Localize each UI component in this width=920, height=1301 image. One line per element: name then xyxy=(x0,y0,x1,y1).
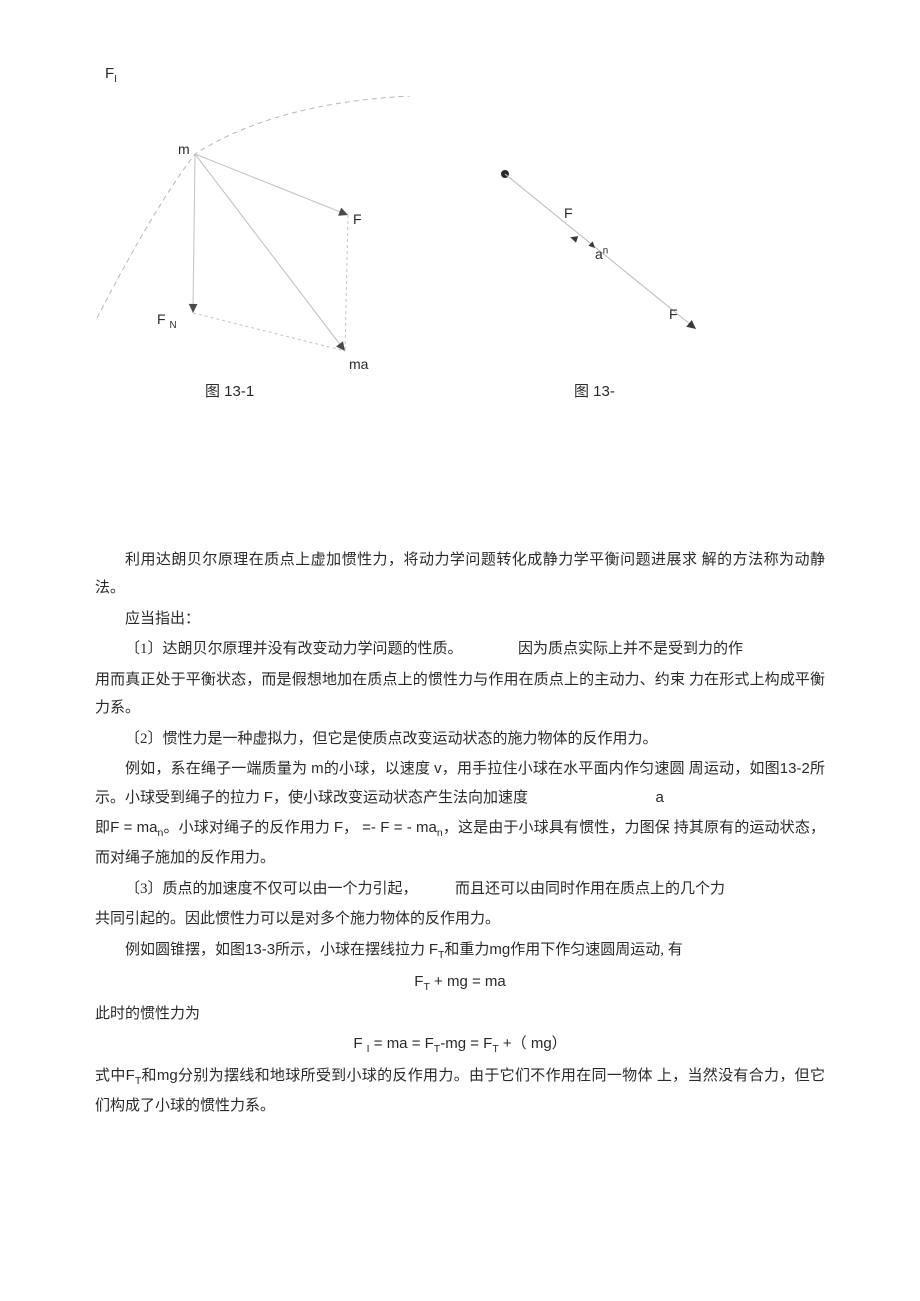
p5g: 。小球对绳子的反作用力 xyxy=(163,820,333,836)
sym-a: a xyxy=(655,789,663,806)
p3a-text: 〔1〕达朗贝尔原理并没有改变动力学问题的性质。 xyxy=(125,641,463,657)
f1b: + mg = ma xyxy=(430,973,506,990)
top-fi-label: FI xyxy=(105,60,825,90)
sym-fman: F = ma xyxy=(110,819,157,836)
sym-m: m xyxy=(311,760,324,777)
p7c: 和重力 xyxy=(444,942,489,958)
sym-v: v xyxy=(434,760,442,777)
sym-132: 13-2 xyxy=(780,760,810,777)
sym-eq2: =- F = - ma xyxy=(362,819,437,836)
p7b: 所示，小球在摆线拉力 xyxy=(275,942,429,958)
p6a: 〔3〕质点的加速度不仅可以由一个力引起， xyxy=(125,881,418,897)
sym-ft2: F xyxy=(126,1067,135,1084)
top-i-sub: I xyxy=(114,73,117,85)
p2-text: 应当指出： xyxy=(125,611,200,627)
p9b: 和 xyxy=(141,1068,157,1084)
sym-f: F xyxy=(264,789,273,806)
f2a: F xyxy=(353,1035,366,1052)
para-8: 此时的惯性力为 xyxy=(95,1000,825,1029)
f2b: = ma = F xyxy=(370,1035,434,1052)
dia2-caption: 图 13- xyxy=(574,378,615,407)
para-5: 例如，系在绳子一端质量为 m的小球，以速度 v，用手拉住小球在水平面内作匀速圆 … xyxy=(95,755,825,812)
sym-133: 13-3 xyxy=(245,941,275,958)
p4-text: 〔2〕惯性力是一种虚拟力，但它是使质点改变运动状态的施力物体的反作用力。 xyxy=(125,731,658,747)
para-6a: 〔3〕质点的加速度不仅可以由一个力引起， 而且还可以由同时作用在质点上的几个力 xyxy=(95,875,825,904)
p5c: ，用手拉住小球在水平面内作匀速圆 周运动，如图 xyxy=(442,761,780,777)
para-9: 式中FT和mg分别为摆线和地球所受到小球的反作用力。由于它们不作用在同一物体 上… xyxy=(95,1062,825,1120)
diagram-2-svg xyxy=(459,96,769,396)
p5a: 例如，系在绳子一端质量为 xyxy=(125,761,311,777)
dia1-caption: 图 13-1 xyxy=(205,378,254,407)
dia2-label-an: an xyxy=(595,241,608,268)
sym-f2: F xyxy=(334,819,343,836)
p3b-text: 因为质点实际上并不是受到力的作 xyxy=(518,641,743,657)
f2d: +（ mg） xyxy=(499,1035,567,1052)
p3c-text: 用而真正处于平衡状态，而是假想地加在质点上的惯性力与作用在质点上的主动力、约束 … xyxy=(95,672,825,717)
diagram-13-1: m F F N ma 图 13-1 xyxy=(95,96,425,396)
diagram-13-2: F an F 图 13- xyxy=(459,96,769,396)
p1-text: 利用达朗贝尔原理在质点上虚加惯性力，将动力学问题转化成静力学平衡问题进展求 解的… xyxy=(95,552,825,597)
p8: 此时的惯性力为 xyxy=(95,1006,200,1022)
dia2-label-f1: F xyxy=(564,200,573,227)
para-3a: 〔1〕达朗贝尔原理并没有改变动力学问题的性质。 因为质点实际上并不是受到力的作 xyxy=(95,635,825,664)
p7a: 例如圆锥摆，如图 xyxy=(125,942,245,958)
p5h: ， xyxy=(343,820,362,836)
sym-ft: F xyxy=(429,941,438,958)
p6c: 共同引起的。因此惯性力可以是对多个施力物体的反作用力。 xyxy=(95,911,500,927)
dia2-label-f2: F xyxy=(669,301,678,328)
dia1-label-ma: ma xyxy=(349,351,368,378)
p6b: 而且还可以由同时作用在质点上的几个力 xyxy=(455,881,725,897)
para-1: 利用达朗贝尔原理在质点上虚加惯性力，将动力学问题转化成静力学平衡问题进展求 解的… xyxy=(95,546,825,603)
sym-mg: mg xyxy=(489,941,510,958)
formula-1: FT + mg = ma xyxy=(95,968,825,998)
para-5c: 即F = man。小球对绳子的反作用力 F， =- F = - man，这是由于… xyxy=(95,814,825,872)
para-6b: 共同引起的。因此惯性力可以是对多个施力物体的反作用力。 xyxy=(95,905,825,934)
dia1-label-m: m xyxy=(178,136,190,163)
p5b: 的小球，以速度 xyxy=(324,761,434,777)
para-7: 例如圆锥摆，如图13-3所示，小球在摆线拉力 FT和重力mg作用下作匀速圆周运动… xyxy=(95,936,825,966)
diagram-1-svg xyxy=(95,96,425,396)
p7d: 作用下作匀速圆周运动, 有 xyxy=(510,942,683,958)
p9a: 式中 xyxy=(95,1068,126,1084)
sym-mg2: mg xyxy=(157,1067,178,1084)
p5f: 即 xyxy=(95,820,110,836)
para-2: 应当指出： xyxy=(95,605,825,634)
formula-2: F I = ma = FT-mg = FT +（ mg） xyxy=(95,1030,825,1060)
para-3b: 用而真正处于平衡状态，而是假想地加在质点上的惯性力与作用在质点上的主动力、约束 … xyxy=(95,666,825,723)
p5e: ，使小球改变运动状态产生法向加速度 xyxy=(273,790,528,806)
dia1-label-f: F xyxy=(353,206,362,233)
f2c: -mg = F xyxy=(440,1035,492,1052)
dia1-label-fn: F N xyxy=(157,306,177,335)
diagram-row: m F F N ma 图 13-1 F an F 图 13- xyxy=(95,96,825,396)
top-f-text: F xyxy=(105,65,114,82)
p9c: 分别为摆线和地球所受到小球的反作用力。由于它们不作用在同一物体 上，当然没有合力… xyxy=(95,1068,825,1114)
para-4: 〔2〕惯性力是一种虚拟力，但它是使质点改变运动状态的施力物体的反作用力。 xyxy=(95,725,825,754)
